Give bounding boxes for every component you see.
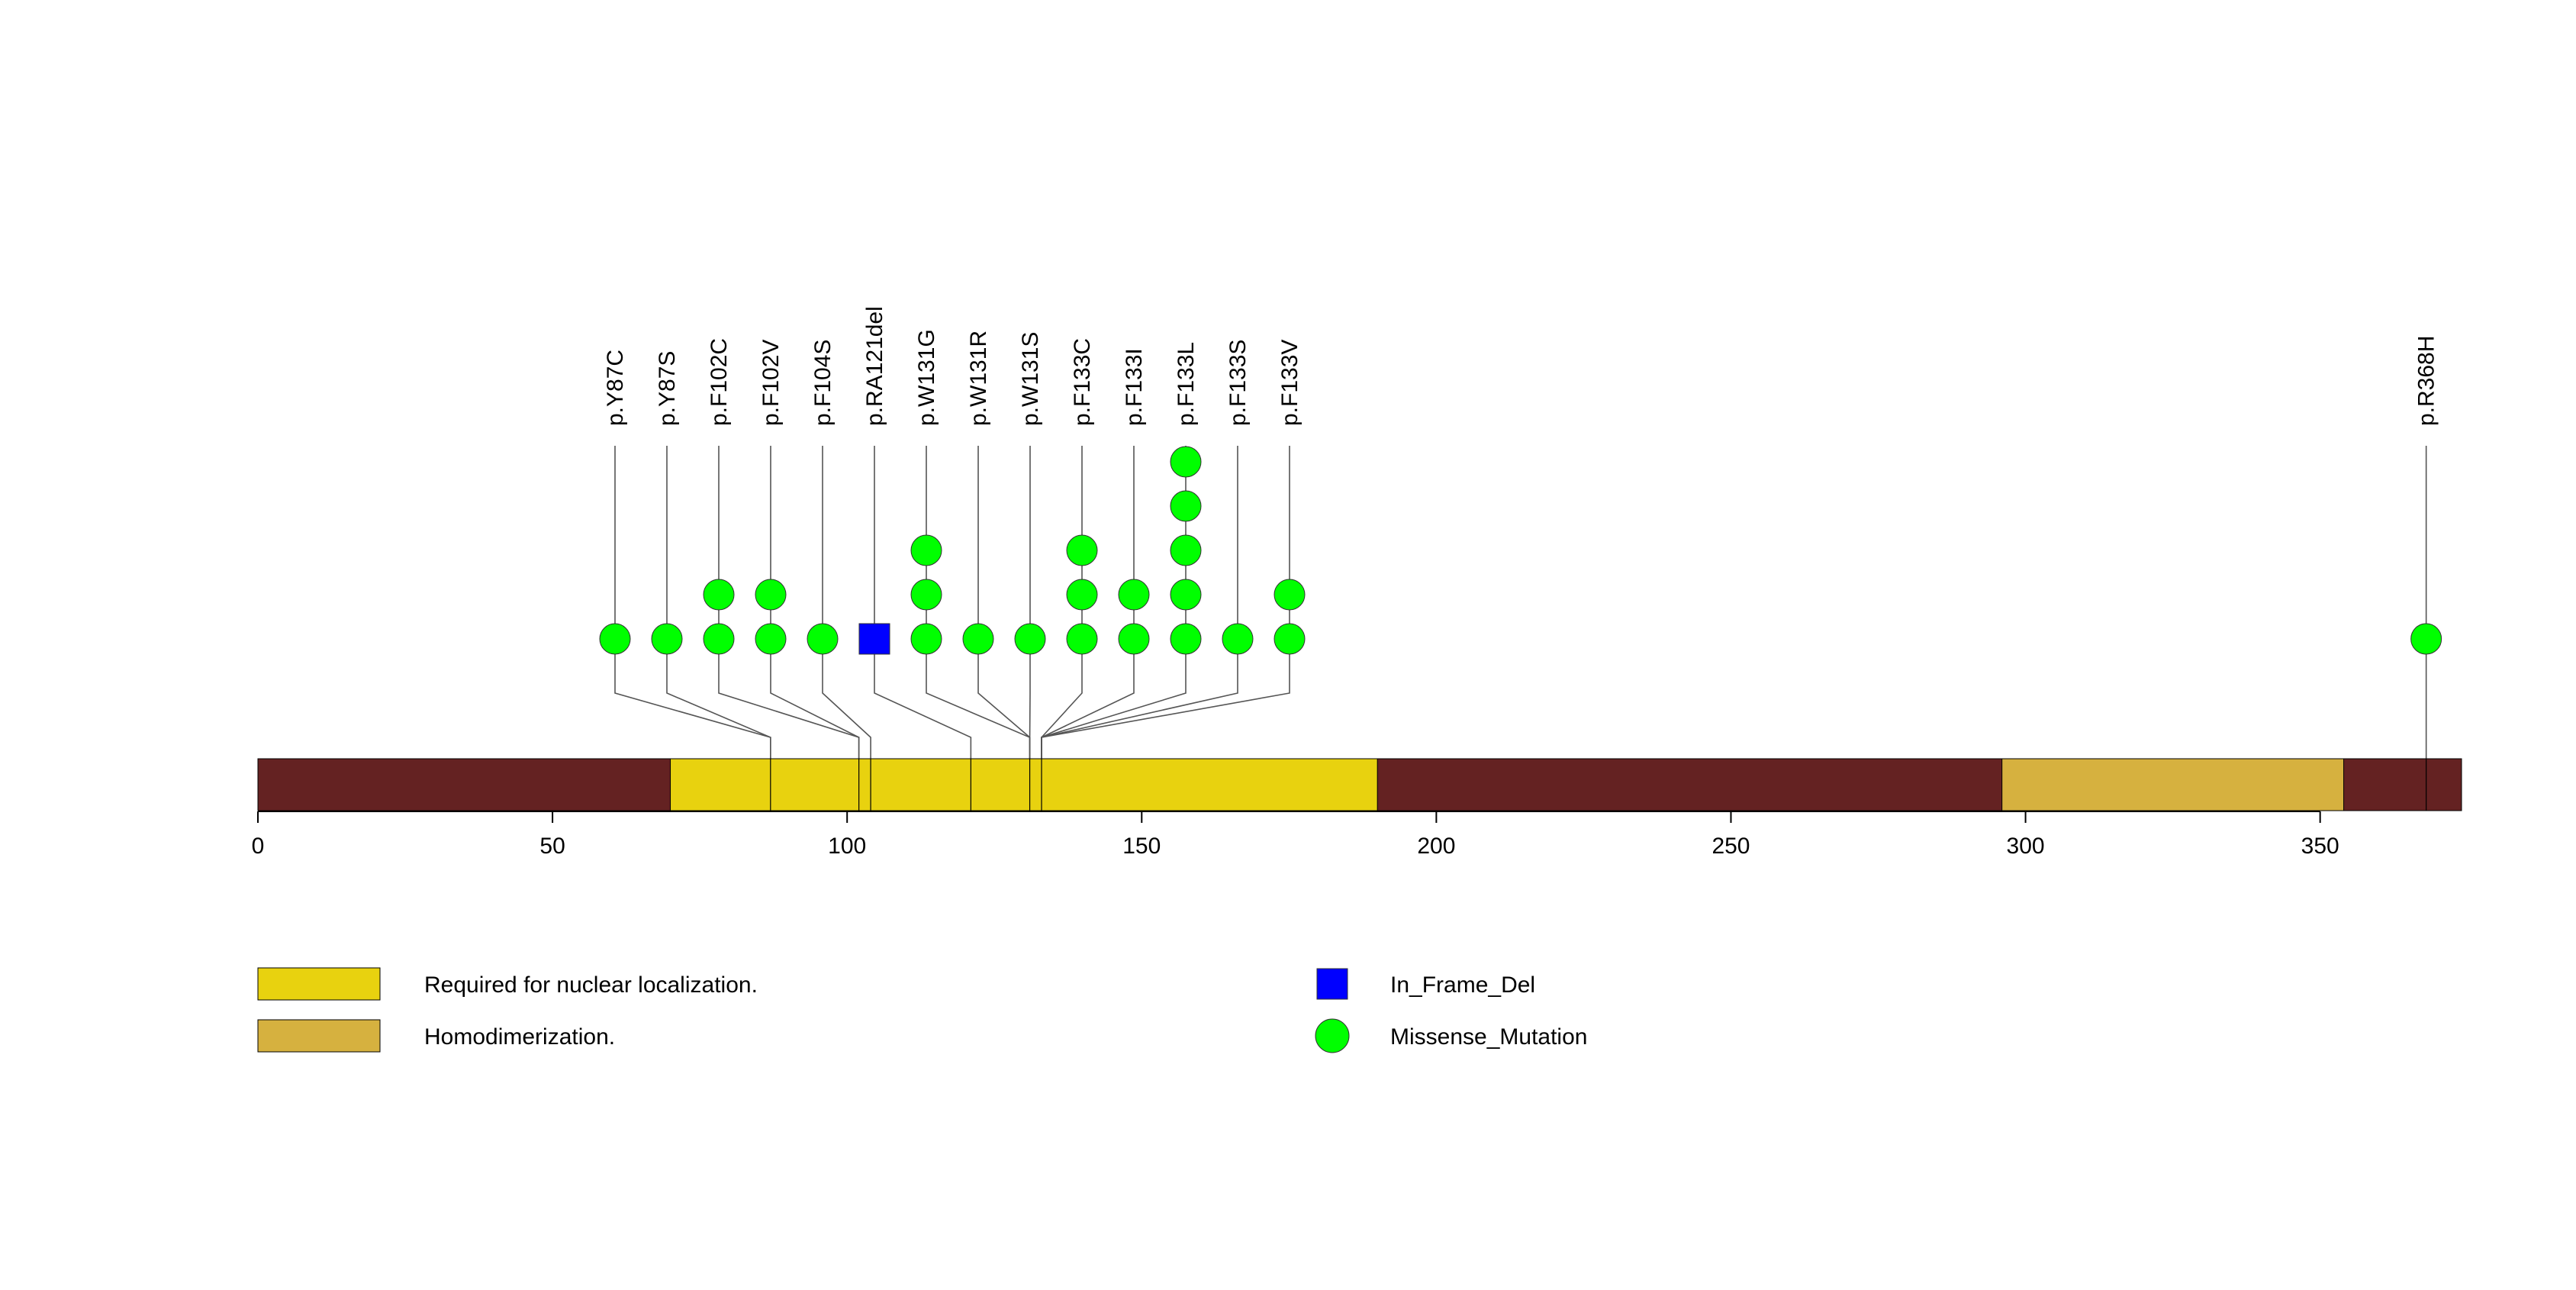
connector-lines — [614, 446, 2427, 759]
x-tick-label: 250 — [1711, 834, 1750, 859]
marker-circle — [1014, 623, 1046, 655]
mutation-label: p.W131S — [1018, 332, 1043, 426]
legend-type-square — [1316, 968, 1348, 1000]
marker-circle — [703, 623, 735, 655]
marker-circle — [703, 579, 735, 611]
x-tick-label: 350 — [2301, 834, 2339, 859]
connector-p.F133V — [1041, 446, 1290, 759]
connector-p.F102V — [770, 446, 860, 759]
legend-type-circle — [1315, 1018, 1350, 1053]
marker-circle — [1066, 623, 1098, 655]
marker-circle — [755, 579, 787, 611]
marker-square — [858, 623, 890, 655]
mutation-label: p.F102C — [707, 338, 732, 426]
legend-type-label: Missense_Mutation — [1390, 1024, 1587, 1050]
legend-domain-swatch — [257, 967, 381, 1001]
connector-p.F104S — [822, 446, 871, 759]
mutation-label: p.R368H — [2414, 336, 2439, 426]
mutation-label: p.Y87S — [655, 351, 680, 426]
protein-backbone — [257, 758, 2462, 811]
mutation-label: p.W131R — [966, 331, 991, 426]
mutation-label: p.F133V — [1277, 340, 1302, 426]
x-tick-label: 50 — [539, 834, 565, 859]
marker-circle — [1170, 623, 1202, 655]
x-tick-label: 0 — [252, 834, 265, 859]
mutation-label: p.F104S — [810, 340, 836, 426]
marker-circle — [1066, 534, 1098, 566]
x-tick-label: 150 — [1122, 834, 1161, 859]
mutation-label: p.F133C — [1070, 338, 1095, 426]
marker-circle — [651, 623, 683, 655]
marker-circle — [910, 623, 942, 655]
mutation-lollipops: p.Y87C p.Y87S p.F102C p.F102V p.F104S p.RA121… — [599, 306, 2442, 655]
marker-circle — [962, 623, 994, 655]
marker-circle — [599, 623, 631, 655]
marker-circle — [1274, 579, 1306, 611]
legend-domain-label: Required for nuclear localization. — [424, 972, 758, 998]
legend-type-label: In_Frame_Del — [1390, 972, 1535, 998]
marker-circle — [1222, 623, 1254, 655]
mutation-label: p.W131G — [914, 329, 939, 426]
marker-circle — [910, 579, 942, 611]
mutation-label: p.RA121del — [862, 306, 887, 426]
x-tick-label: 200 — [1417, 834, 1455, 859]
marker-circle — [910, 534, 942, 566]
mutation-label: p.F102V — [758, 340, 784, 426]
domain-2 — [2001, 758, 2345, 811]
connector-p.Y87S — [666, 446, 771, 759]
x-tick-label: 100 — [828, 834, 866, 859]
marker-circle — [1066, 579, 1098, 611]
legend-domain-swatch — [257, 1019, 381, 1053]
mutation-label: p.F133L — [1174, 342, 1199, 426]
domain-1 — [670, 758, 1378, 811]
x-tick-label: 300 — [2007, 834, 2045, 859]
marker-circle — [1274, 623, 1306, 655]
marker-circle — [755, 623, 787, 655]
x-axis: 0 50 100 150 200 250 300 350 — [252, 811, 2339, 859]
mutation-label: p.F133I — [1122, 348, 1147, 426]
legend-domain-label: Homodimerization. — [424, 1024, 615, 1050]
marker-circle — [1170, 579, 1202, 611]
marker-circle — [2410, 623, 2442, 655]
marker-circle — [1118, 623, 1150, 655]
marker-circle — [1118, 579, 1150, 611]
mutation-label: p.Y87C — [603, 350, 628, 426]
marker-circle — [1170, 446, 1202, 478]
marker-circle — [1170, 534, 1202, 566]
marker-circle — [1170, 490, 1202, 522]
mutation-label: p.F133S — [1225, 340, 1251, 426]
marker-circle — [807, 623, 839, 655]
legend: Required for nuclear localization. Homodi… — [257, 967, 1587, 1053]
connector-p.RA121del — [874, 446, 972, 759]
